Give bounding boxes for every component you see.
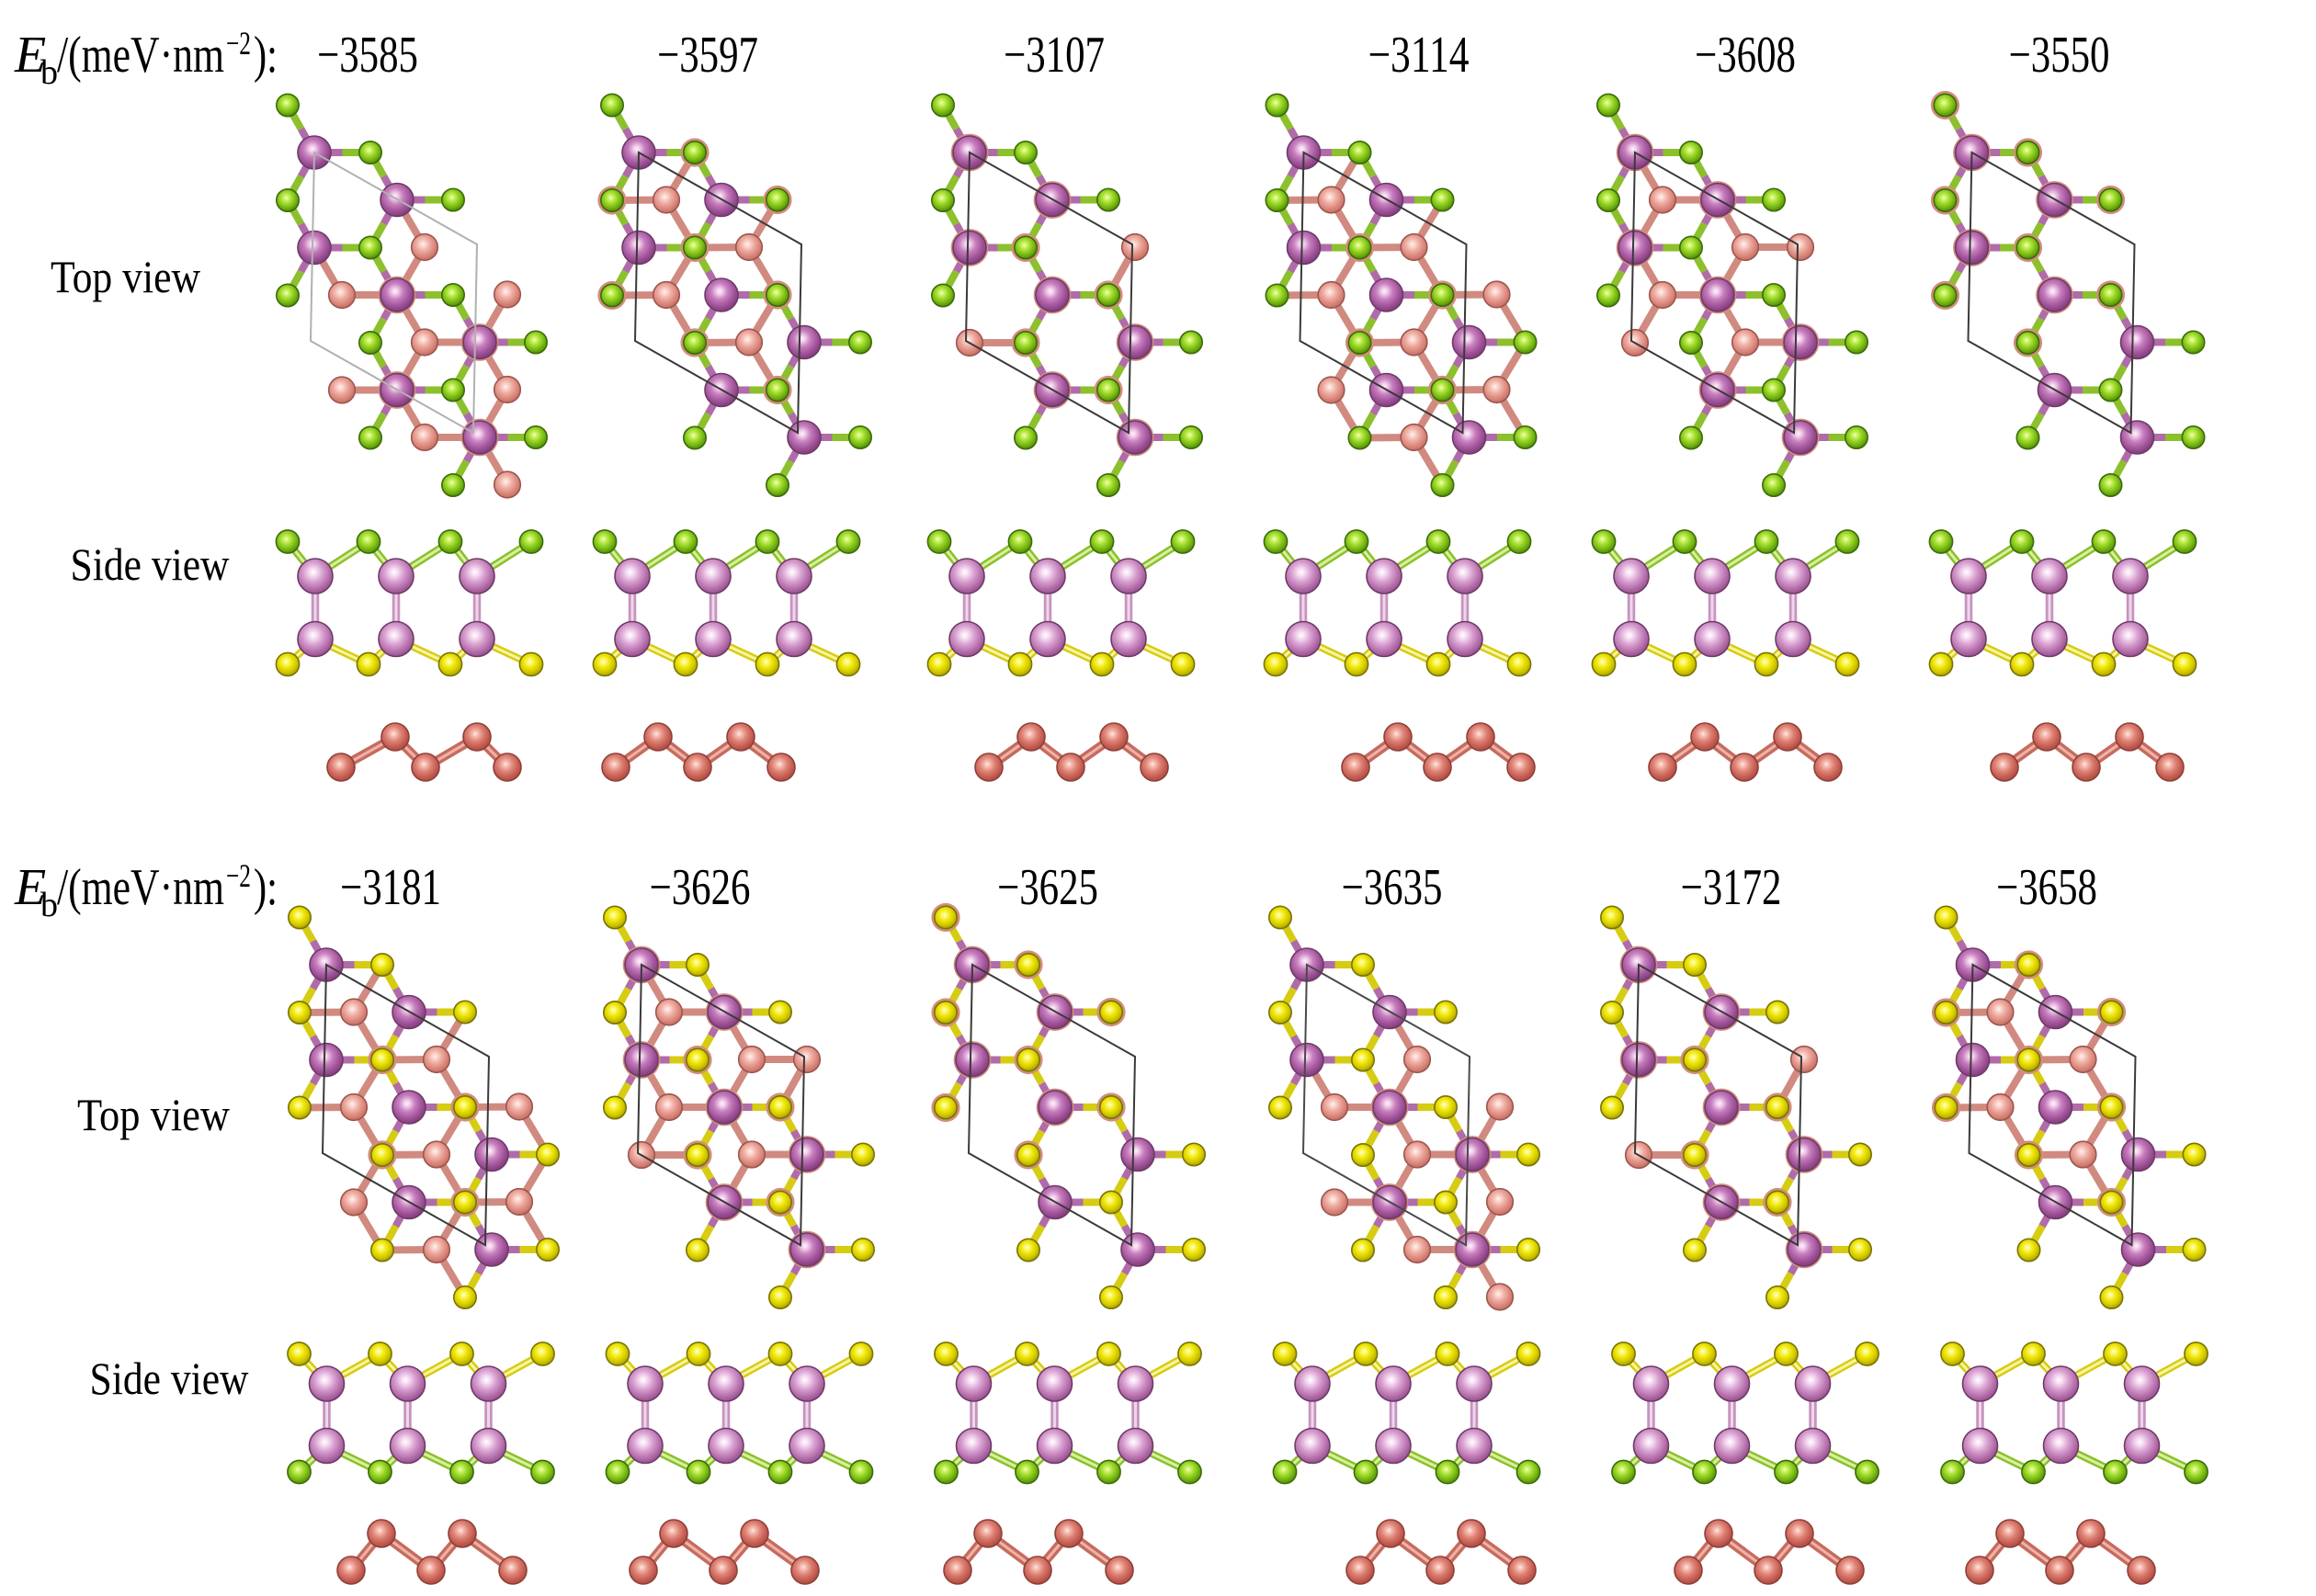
svg-text:/(meV·nm: /(meV·nm: [57, 859, 224, 916]
svg-text:b: b: [40, 886, 58, 924]
svg-text:/(meV·nm: /(meV·nm: [57, 27, 224, 84]
svg-text:Side view: Side view: [71, 538, 230, 590]
svg-text:−3107: −3107: [1004, 27, 1105, 84]
svg-text:−3181: −3181: [340, 859, 441, 916]
svg-text:−2: −2: [226, 25, 251, 62]
svg-text:−3114: −3114: [1368, 27, 1470, 84]
svg-text:Top view: Top view: [51, 251, 200, 302]
svg-text:−3172: −3172: [1681, 859, 1782, 916]
svg-text:E: E: [14, 27, 46, 84]
svg-text:):: ):: [254, 859, 278, 916]
svg-text:−3608: −3608: [1695, 27, 1796, 84]
svg-text:E: E: [14, 859, 46, 916]
svg-text:−3585: −3585: [317, 27, 418, 84]
svg-text:b: b: [40, 53, 58, 92]
svg-text:−3550: −3550: [2009, 27, 2110, 84]
svg-text:Top view: Top view: [77, 1089, 230, 1140]
svg-text:−3625: −3625: [997, 859, 1098, 916]
svg-text:):: ):: [254, 27, 278, 84]
svg-text:−3626: −3626: [650, 859, 751, 916]
svg-text:−3635: −3635: [1342, 859, 1443, 916]
svg-text:Side view: Side view: [90, 1353, 249, 1404]
svg-text:−2: −2: [226, 857, 251, 894]
svg-text:−3658: −3658: [1996, 859, 2097, 916]
svg-text:−3597: −3597: [657, 27, 758, 84]
